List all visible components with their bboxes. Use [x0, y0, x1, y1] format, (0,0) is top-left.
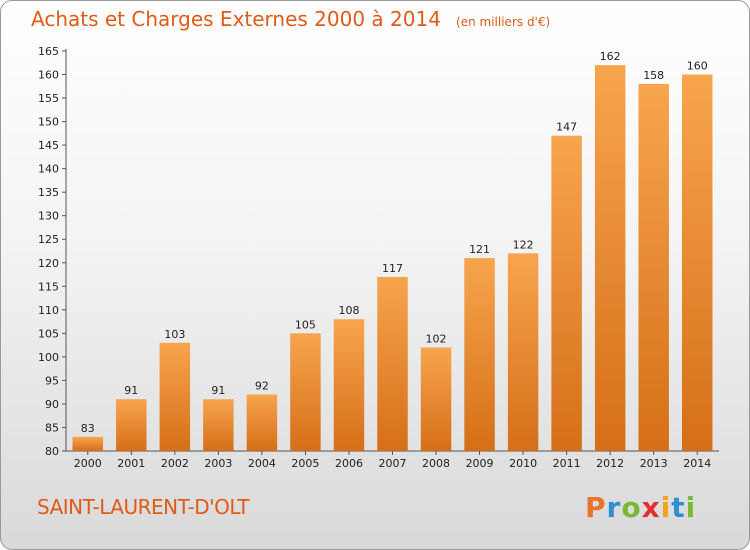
bar-2013: [638, 83, 669, 452]
y-tick-label: 125: [38, 233, 59, 246]
value-label-2010: 122: [513, 238, 534, 251]
x-tick-label-2005: 2005: [291, 457, 319, 470]
bar-2011: [551, 135, 582, 452]
bar-2009: [464, 258, 495, 451]
bar-2000: [72, 436, 104, 451]
y-tick-label: 95: [45, 374, 59, 387]
bar-2008: [420, 347, 452, 451]
x-tick-label-2007: 2007: [379, 457, 407, 470]
value-label-2009: 121: [469, 243, 490, 256]
x-tick-label-2014: 2014: [683, 457, 711, 470]
value-label-2014: 160: [687, 60, 708, 73]
x-tick-label-2004: 2004: [248, 457, 276, 470]
bar-2004: [246, 394, 278, 451]
x-tick-label-2003: 2003: [204, 457, 232, 470]
x-tick-label-2011: 2011: [553, 457, 581, 470]
x-tick-label-2006: 2006: [335, 457, 363, 470]
y-tick-label: 165: [38, 45, 59, 58]
chart-title-row: Achats et Charges Externes 2000 à 2014 (…: [31, 7, 550, 31]
bar-2007: [377, 276, 408, 451]
y-tick-label: 140: [38, 163, 59, 176]
bar-2006: [333, 319, 365, 451]
value-label-2011: 147: [556, 121, 577, 134]
value-label-2006: 108: [338, 304, 359, 317]
value-label-2013: 158: [643, 69, 664, 82]
x-tick-label-2002: 2002: [161, 457, 189, 470]
bar-2010: [507, 253, 539, 451]
value-label-2003: 91: [211, 384, 225, 397]
logo-letter: i: [685, 491, 697, 524]
logo-letter: x: [641, 491, 661, 524]
y-tick-label: 115: [38, 280, 59, 293]
value-label-2007: 117: [382, 262, 403, 275]
proxiti-logo: Proxiti: [585, 491, 696, 524]
value-label-2001: 91: [124, 384, 138, 397]
y-tick-label: 145: [38, 139, 59, 152]
logo-letter: P: [585, 491, 607, 524]
x-tick-label-2013: 2013: [640, 457, 668, 470]
y-tick-label: 110: [38, 304, 59, 317]
x-tick-label-2012: 2012: [596, 457, 624, 470]
y-tick-label: 90: [45, 398, 59, 411]
y-tick-label: 130: [38, 210, 59, 223]
bar-2002: [159, 342, 191, 451]
value-label-2002: 103: [164, 328, 185, 341]
x-tick-label-2008: 2008: [422, 457, 450, 470]
y-tick-label: 85: [45, 421, 59, 434]
x-tick-label-2010: 2010: [509, 457, 537, 470]
y-tick-label: 135: [38, 186, 59, 199]
y-tick-label: 120: [38, 257, 59, 270]
bar-2014: [681, 74, 713, 451]
logo-letter: t: [671, 491, 686, 524]
place-name: SAINT-LAURENT-D'OLT: [37, 495, 249, 519]
value-label-2005: 105: [295, 318, 316, 331]
chart-title: Achats et Charges Externes 2000 à 2014: [31, 7, 441, 31]
value-label-2012: 162: [600, 50, 621, 63]
x-tick-label-2000: 2000: [74, 457, 102, 470]
bar-2003: [203, 399, 234, 451]
logo-letter: r: [606, 491, 622, 524]
bar-2001: [116, 399, 147, 451]
y-tick-label: 80: [45, 445, 59, 458]
chart-subtitle: (en milliers d'€): [456, 15, 551, 29]
bar-2012: [594, 65, 626, 451]
y-tick-label: 100: [38, 351, 59, 364]
x-tick-label-2001: 2001: [117, 457, 145, 470]
value-label-2004: 92: [255, 380, 269, 393]
bar-2005: [290, 333, 321, 451]
x-tick-label-2009: 2009: [466, 457, 494, 470]
logo-letter: o: [621, 491, 642, 524]
y-tick-label: 105: [38, 327, 59, 340]
y-tick-label: 150: [38, 116, 59, 129]
value-label-2000: 83: [81, 422, 95, 435]
y-tick-label: 155: [38, 92, 59, 105]
value-label-2008: 102: [426, 332, 447, 345]
y-tick-label: 160: [38, 69, 59, 82]
logo-letter: i: [660, 491, 672, 524]
